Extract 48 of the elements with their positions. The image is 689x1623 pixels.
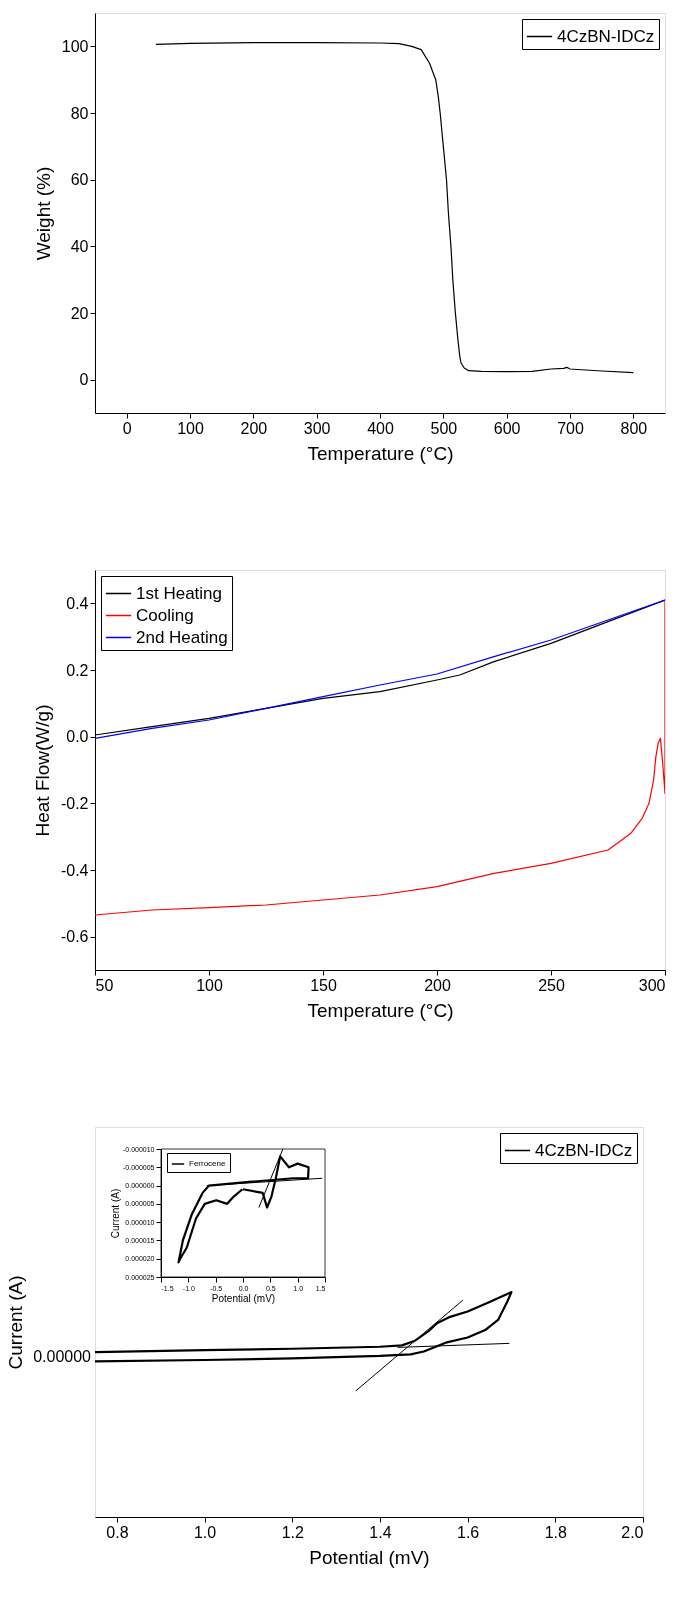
y-axis-title: Current (A) bbox=[109, 1188, 121, 1239]
x-tick-label: 0.8 bbox=[106, 1523, 129, 1541]
y-tick-label: -0.6 bbox=[60, 928, 89, 946]
legend-label: Cooling bbox=[136, 605, 194, 625]
y-tick-label: 20 bbox=[70, 304, 89, 322]
y-tick-label: 0.4 bbox=[66, 594, 89, 612]
y-tick-label: 80 bbox=[70, 104, 89, 122]
x-tick-label: 600 bbox=[493, 419, 521, 437]
legend-label: 4CzBN-IDCz bbox=[557, 26, 655, 46]
x-tick-label: 500 bbox=[430, 419, 458, 437]
legend-label: Ferrocene bbox=[189, 1159, 227, 1168]
x-tick-label: 100 bbox=[177, 419, 204, 437]
x-axis-title: Potential (mV) bbox=[211, 1292, 276, 1304]
y-axis-title: Weight (%) bbox=[32, 166, 54, 261]
x-tick-label: 250 bbox=[538, 976, 565, 994]
x-tick-label: 800 bbox=[620, 419, 648, 437]
x-axis-title: Temperature (°C) bbox=[307, 999, 454, 1021]
y-tick-label: 40 bbox=[70, 237, 89, 255]
x-tick-label: 300 bbox=[638, 976, 666, 994]
text: 0.00000 bbox=[33, 1347, 92, 1365]
x-tick-label: 100 bbox=[196, 976, 223, 994]
x-tick-label: 200 bbox=[240, 419, 268, 437]
y-tick-label: 60 bbox=[70, 171, 89, 189]
x-tick-label: 1.0 bbox=[193, 1523, 217, 1541]
x-tick-label: 1.8 bbox=[544, 1523, 568, 1541]
y-tick-label: 0.0 bbox=[66, 728, 89, 746]
y-axis-title: Current (A) bbox=[4, 1275, 26, 1370]
x-tick-label: 50 bbox=[95, 976, 114, 994]
y-tick-label: 100 bbox=[61, 37, 89, 55]
y-tick-label: -0.2 bbox=[60, 794, 89, 812]
x-tick-label: 700 bbox=[557, 419, 584, 437]
x-tick-label: 2.0 bbox=[621, 1523, 644, 1541]
x-axis-title: Temperature (°C) bbox=[307, 442, 454, 464]
x-tick-label: 300 bbox=[303, 419, 331, 437]
x-tick-label: 1.4 bbox=[369, 1523, 392, 1541]
y-tick-label: 0.2 bbox=[66, 661, 89, 679]
y-axis-title: Heat Flow(W/g) bbox=[31, 704, 53, 837]
y-tick-label: 0 bbox=[79, 371, 89, 389]
x-tick-label: 150 bbox=[310, 976, 337, 994]
x-tick-label: 1.6 bbox=[457, 1523, 480, 1541]
legend-label: 1st Heating bbox=[136, 583, 222, 603]
x-axis-title: Potential (mV) bbox=[309, 1546, 430, 1568]
x-tick-label: 200 bbox=[424, 976, 451, 994]
legend-label: 4CzBN-IDCz bbox=[535, 1140, 633, 1160]
x-tick-label: 400 bbox=[367, 419, 394, 437]
x-tick-label: 1.2 bbox=[281, 1523, 304, 1541]
y-tick-label: -0.4 bbox=[60, 861, 89, 879]
legend-label: 2nd Heating bbox=[136, 627, 228, 647]
